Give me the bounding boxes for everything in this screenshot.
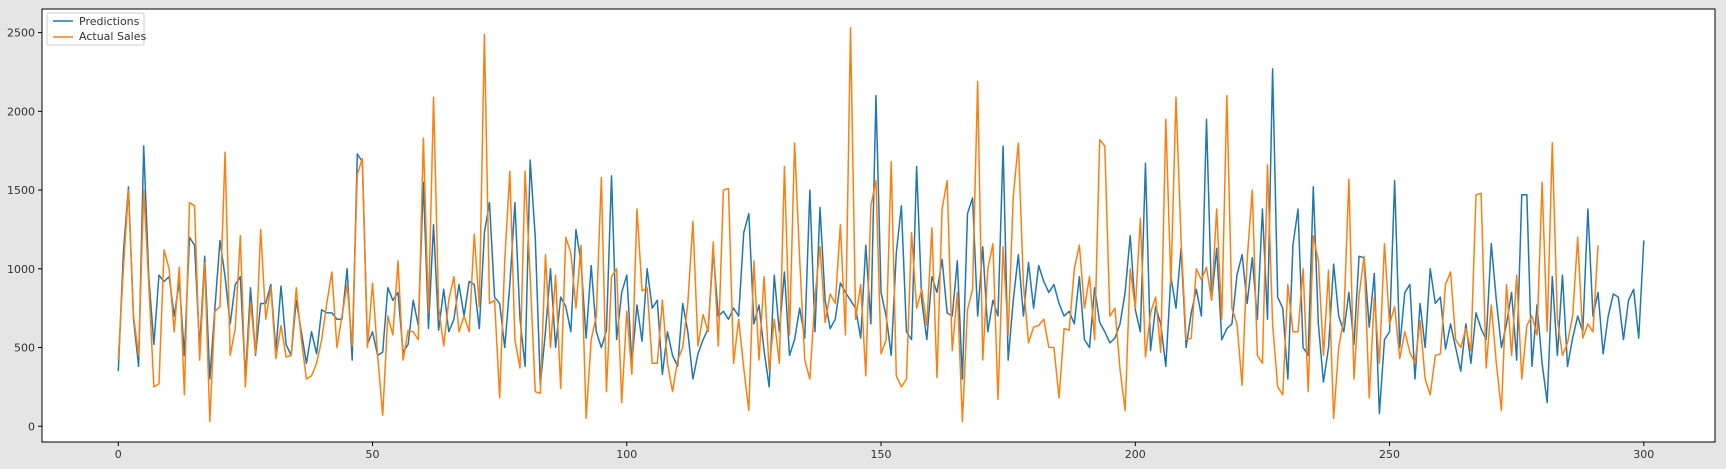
- x-tick-label: 0: [115, 448, 122, 461]
- x-tick-label: 50: [366, 448, 380, 461]
- plot-area: [41, 8, 1716, 443]
- legend-label-predictions: Predictions: [79, 15, 140, 28]
- legend: Predictions Actual Sales: [46, 12, 147, 46]
- y-tick-label: 1500: [7, 184, 35, 197]
- x-tick-label: 250: [1379, 448, 1400, 461]
- x-tick-label: 150: [871, 448, 892, 461]
- series-line-actual-sales: [117, 27, 1599, 423]
- y-tick-label: 1000: [7, 263, 35, 276]
- y-tick-label: 2000: [7, 105, 35, 118]
- x-tick-label: 100: [616, 448, 637, 461]
- legend-label-actual-sales: Actual Sales: [79, 30, 147, 43]
- x-tick-label: 200: [1125, 448, 1146, 461]
- axes: 0 50 100 150 200 250 300 0 500 1000 1500 2000 2500: [7, 27, 1654, 461]
- y-tick-label: 2500: [7, 27, 35, 40]
- x-tick-label: 300: [1633, 448, 1654, 461]
- series-lines: [117, 27, 1645, 423]
- y-tick-label: 0: [28, 420, 35, 433]
- series-line-predictions: [117, 68, 1645, 415]
- y-tick-label: 500: [14, 342, 35, 355]
